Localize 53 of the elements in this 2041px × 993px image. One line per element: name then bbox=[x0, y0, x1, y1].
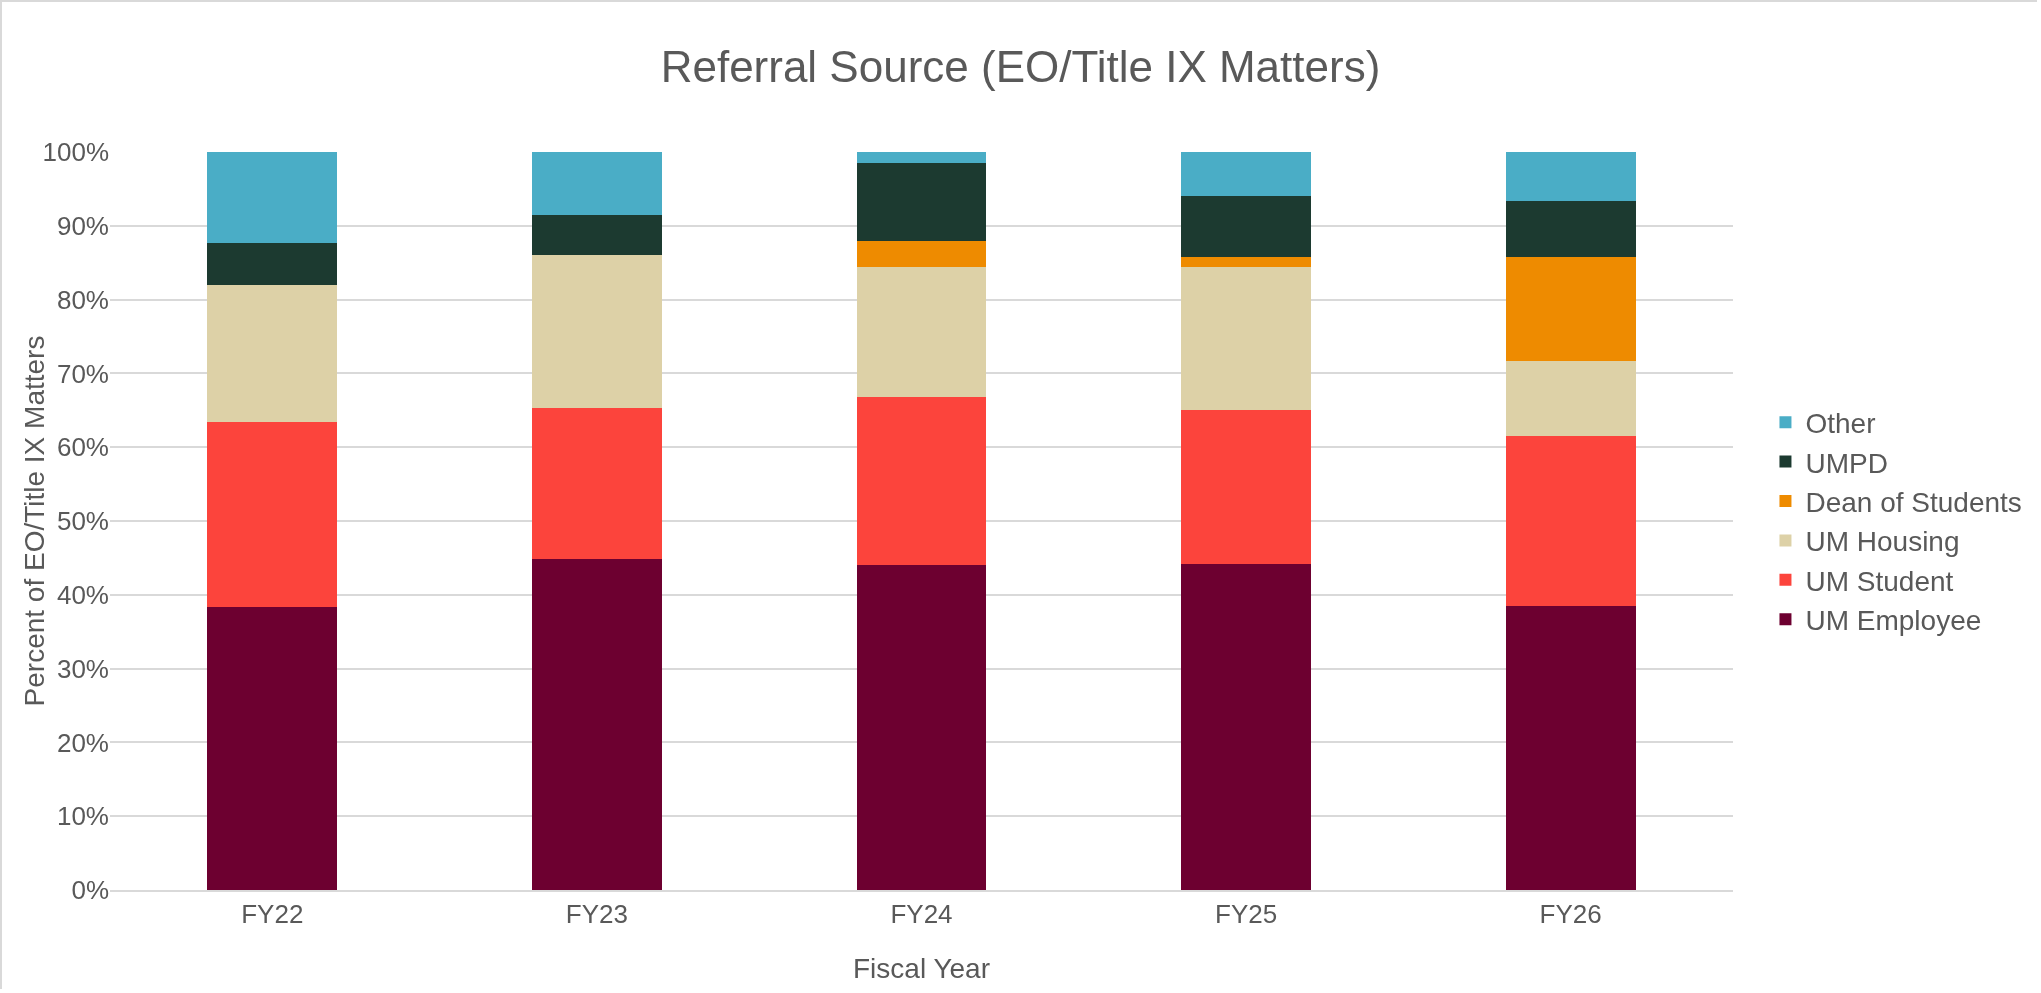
y-axis-title: Percent of EO/Title IX Matters bbox=[19, 335, 50, 707]
y-tick-label: 20% bbox=[56, 727, 109, 758]
bar bbox=[207, 422, 338, 608]
bar bbox=[1181, 152, 1312, 196]
bar bbox=[856, 565, 987, 890]
bar bbox=[1505, 360, 1636, 437]
y-tick-label: 100% bbox=[42, 137, 109, 168]
bar bbox=[1181, 409, 1312, 564]
chart-title: Referral Source (EO/Title IX Matters) bbox=[660, 42, 1381, 92]
legend-label: UM Student bbox=[1805, 565, 1954, 597]
y-tick-label: 80% bbox=[56, 284, 109, 315]
bar bbox=[1181, 267, 1312, 410]
legend-label: UM Housing bbox=[1805, 526, 1960, 558]
bar bbox=[1505, 436, 1636, 606]
bar bbox=[207, 607, 338, 890]
legend-label: Other bbox=[1805, 408, 1876, 440]
bar bbox=[1505, 256, 1636, 361]
bar bbox=[856, 267, 987, 398]
y-tick-label: 0% bbox=[71, 875, 109, 906]
y-tick-label: 10% bbox=[56, 801, 109, 832]
bar bbox=[1505, 605, 1636, 890]
y-tick-label: 50% bbox=[56, 506, 109, 537]
bar bbox=[207, 242, 338, 285]
bar bbox=[531, 559, 662, 890]
bar bbox=[856, 152, 987, 164]
bar bbox=[856, 241, 987, 268]
y-tick-label: 90% bbox=[56, 210, 109, 241]
bar bbox=[1181, 256, 1312, 268]
bar bbox=[856, 163, 987, 242]
bar bbox=[531, 152, 662, 215]
bar bbox=[1181, 195, 1312, 257]
x-tick-label: FY24 bbox=[890, 899, 953, 930]
bar bbox=[1181, 563, 1312, 890]
y-tick-label: 70% bbox=[56, 358, 109, 389]
x-tick-label: FY22 bbox=[241, 899, 304, 930]
bar bbox=[856, 397, 987, 566]
x-tick-label: FY26 bbox=[1539, 899, 1602, 930]
bar bbox=[531, 214, 662, 256]
legend-label: UM Employee bbox=[1805, 605, 1982, 637]
bar bbox=[207, 152, 338, 243]
bar bbox=[1505, 152, 1636, 201]
bar bbox=[207, 284, 338, 423]
x-axis-title: Fiscal Year bbox=[853, 952, 990, 984]
x-tick-label: FY25 bbox=[1215, 899, 1278, 930]
y-tick-label: 30% bbox=[56, 653, 109, 684]
bar bbox=[531, 255, 662, 409]
bar bbox=[1505, 200, 1636, 257]
legend-label: UMPD bbox=[1805, 447, 1888, 479]
legend-label: Dean of Students bbox=[1805, 486, 2022, 518]
bar bbox=[531, 408, 662, 560]
y-tick-label: 40% bbox=[56, 579, 109, 610]
x-tick-label: FY23 bbox=[565, 899, 628, 930]
y-tick-label: 60% bbox=[56, 432, 109, 463]
